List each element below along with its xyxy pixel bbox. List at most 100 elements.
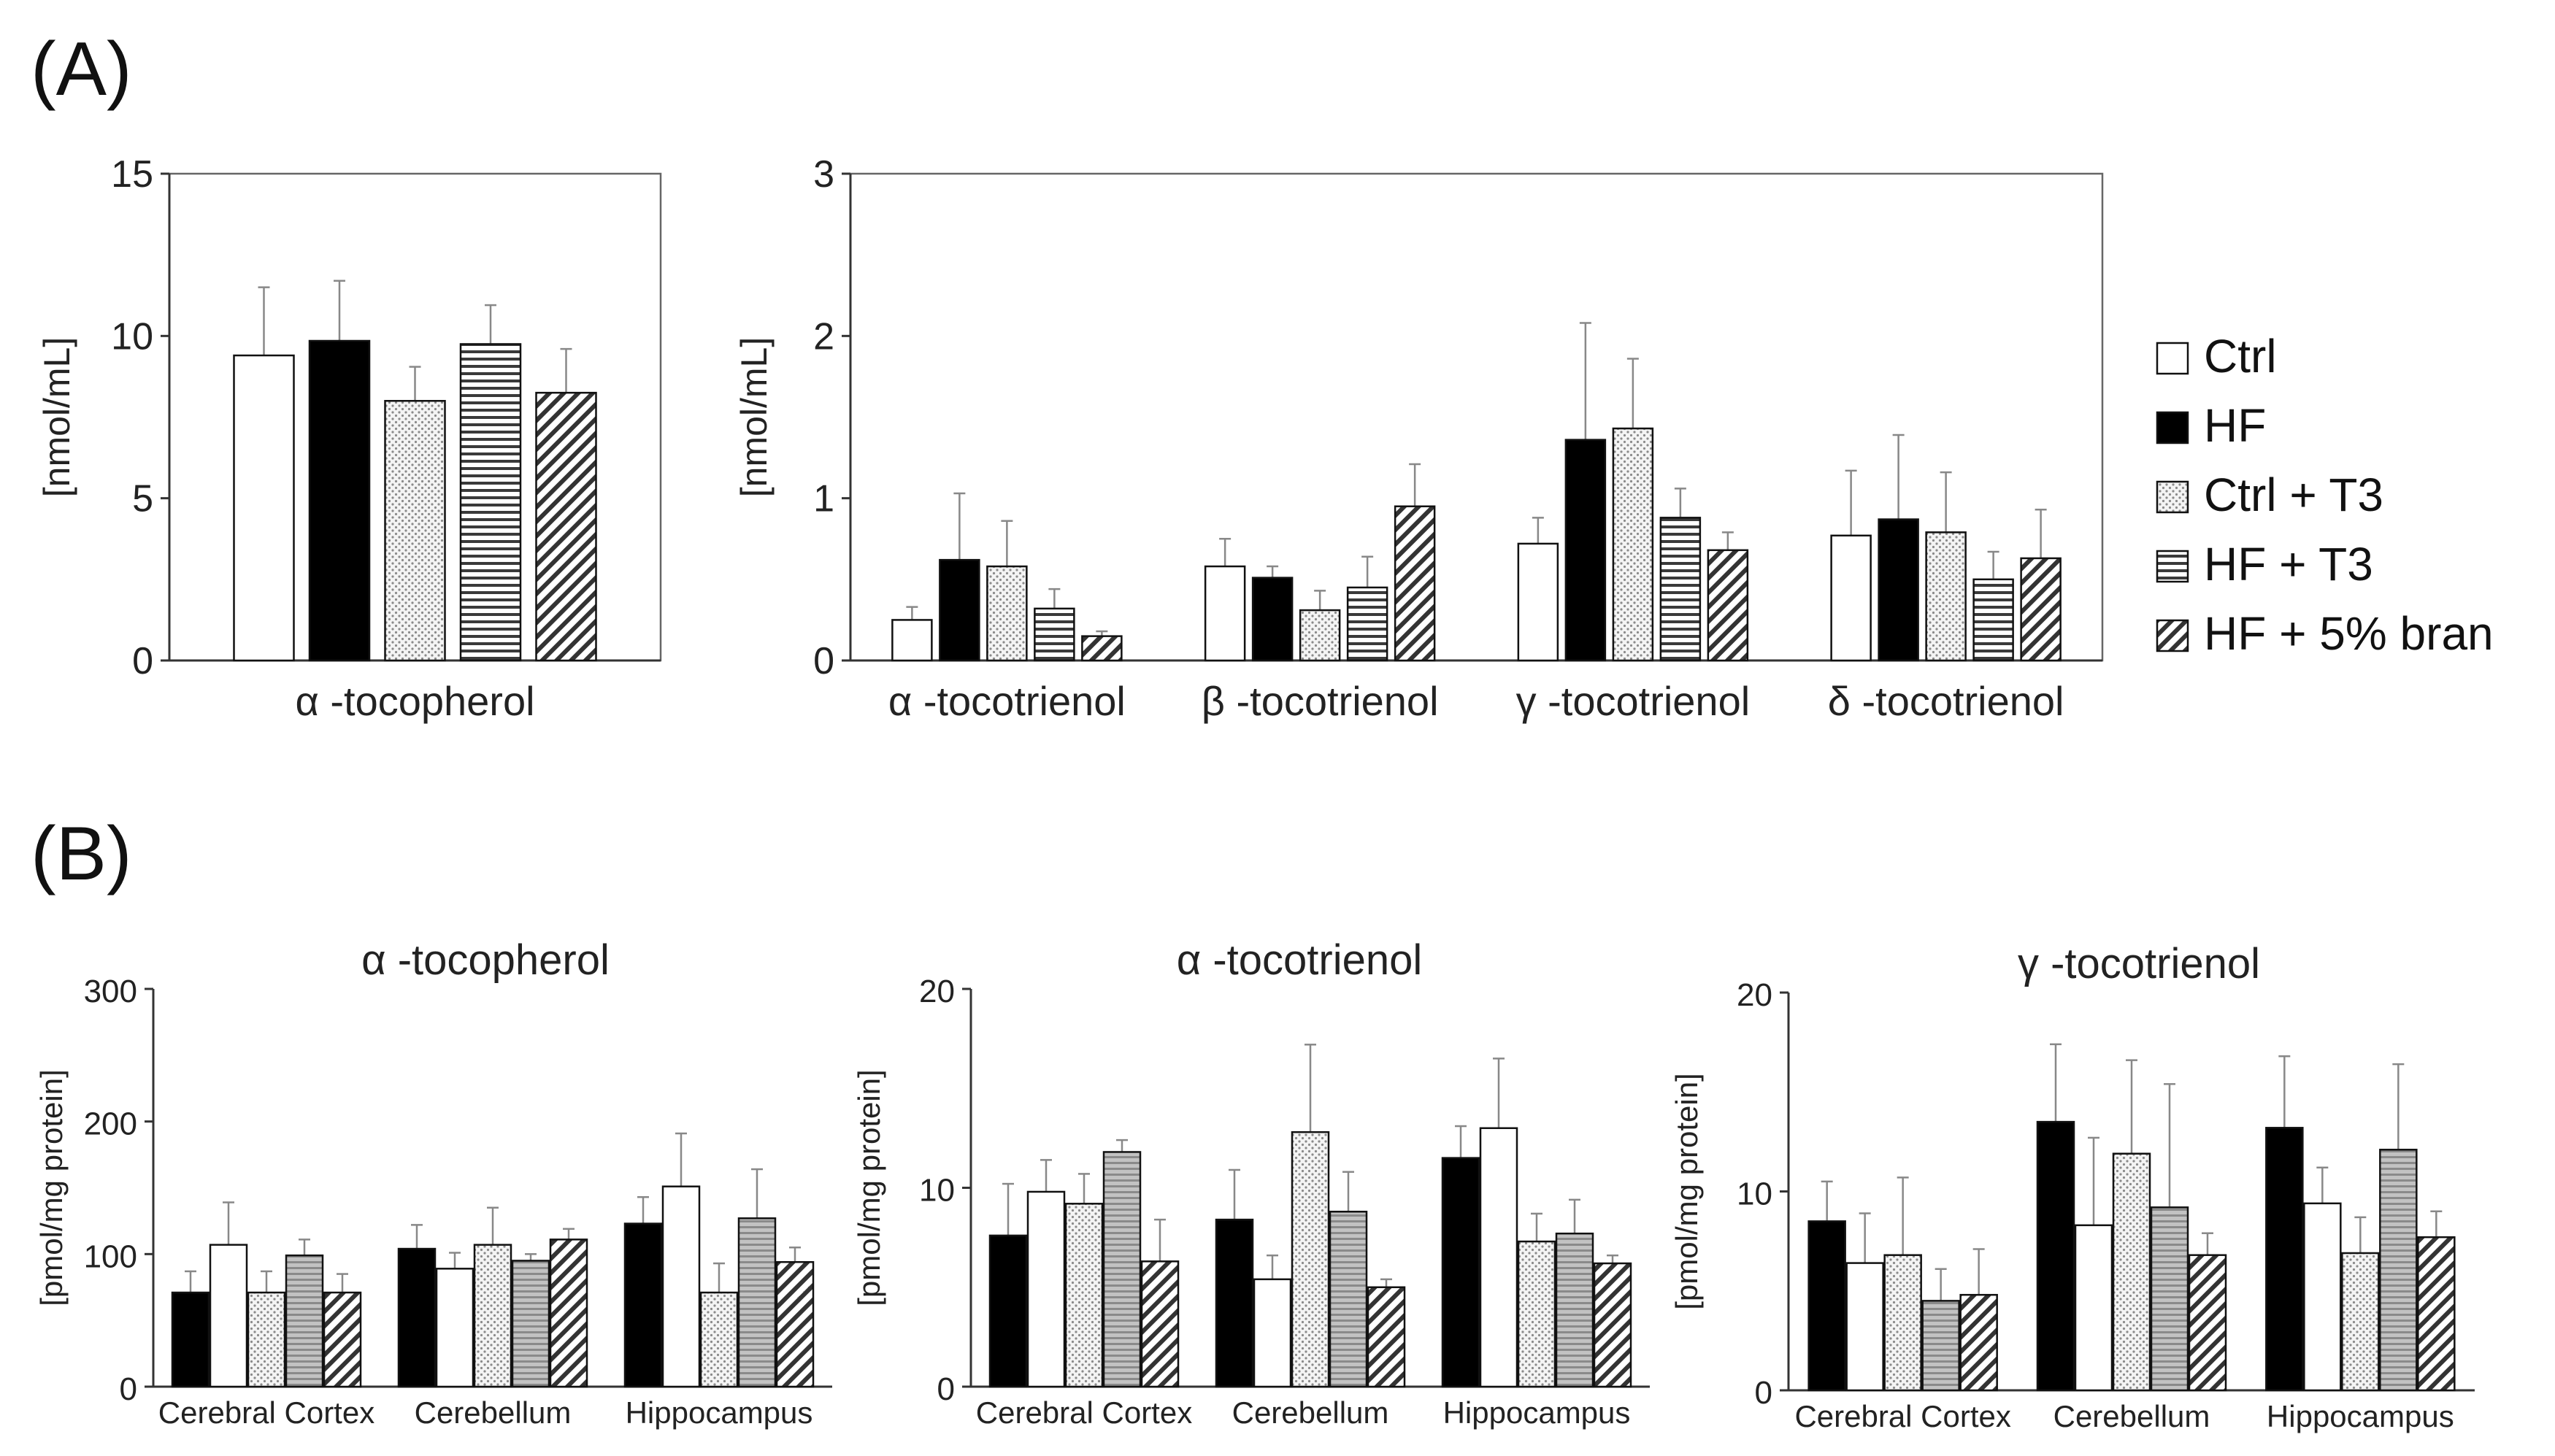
bar-hf-5-bran [535,391,597,662]
x-tick-label: Cerebral Cortex [976,1395,1192,1430]
bar-group-tocopherol [233,280,597,662]
y-axis-label: [pmol/mg protein] [34,1069,69,1306]
bar-group-hippocampus [2265,1055,2456,1392]
bar-hf-t3 [1346,586,1388,662]
legend-label: HF [2204,399,2266,452]
x-tick-label: Cerebellum [2053,1399,2210,1433]
bar-hf [171,1291,210,1388]
panel-label-b: (B) [31,812,132,896]
bar-group-cerebellum [1215,1044,1406,1388]
chart-title: γ -tocotrienol [2018,940,2260,987]
chart-title: α -tocopherol [361,936,610,984]
bar-hf-t3 [1555,1232,1594,1388]
x-tick-label: Cerebellum [1232,1395,1389,1430]
y-axis-label: [nmol/mL] [734,337,775,498]
y-tick-label: 0 [132,640,153,682]
bar-hf [1878,518,1919,662]
legend-item-hf-5-bran: HF + 5% bran [2156,607,2494,660]
y-tick-label: 20 [919,974,955,1009]
bar-hf-5-bran [1707,549,1749,662]
y-tick-label: 0 [813,640,834,682]
y-tick-label: 1 [813,478,834,520]
y-tick-label: 0 [120,1371,137,1407]
bar-ctrl-t3 [384,400,446,662]
bar-group-tocotrienol [1517,322,1749,662]
bar-hf-5-bran [1593,1262,1632,1388]
bar-hf [397,1247,437,1388]
bar-group-cerebral-cortex [1807,1176,1998,1392]
bar-group-hippocampus [1441,1058,1632,1388]
bar-hf-t3 [285,1254,324,1388]
bar-hf [1564,439,1607,662]
bar-hf-5-bran [323,1291,362,1388]
bar-ctrl-t3 [1612,427,1654,662]
charts-layer: 0 5 10 15 [nmol/mL] α -tocopherol 0 1 2 3 [nmol/mL… [34,153,2475,1433]
y-tick-label: 0 [1755,1375,1772,1411]
y-tick-label: 10 [111,315,153,358]
bar-hf-t3 [2379,1149,2418,1392]
y-tick-label: 20 [1737,977,1772,1013]
bar-ctrl [2074,1224,2113,1392]
x-tick-label: α -tocotrienol [888,678,1126,724]
bar-ctrl [1830,534,1872,662]
bar-hf [1441,1157,1480,1388]
bar-ctrl [1026,1190,1066,1388]
y-tick-label: 300 [84,974,137,1009]
chart-b-1: 0 100 200 300 [pmol/mg protein] α -tocopherol… [34,936,832,1430]
bar-group-cerebellum [397,1206,588,1388]
legend-swatch [2156,619,2189,652]
bar-group-cerebral-cortex [988,1139,1180,1388]
legend-item-hf-t3: HF + T3 [2156,538,2373,590]
panel-label-a: (A) [31,27,132,112]
legend-swatch [2156,342,2189,375]
bar-hf-t3 [2150,1206,2189,1392]
legend-swatch [2156,480,2189,514]
bar-hf-t3 [1329,1210,1368,1388]
bar-hf [1807,1220,1846,1392]
bar-ctrl-t3 [1064,1203,1104,1388]
bar-hf-5-bran [1140,1260,1180,1388]
y-tick-label: 3 [813,153,834,196]
legend-item-ctrl-t3: Ctrl + T3 [2156,469,2383,521]
bar-hf-5-bran [1081,635,1123,662]
bar-hf-t3 [1972,578,2014,662]
x-tick-label: Hippocampus [626,1395,813,1430]
legend-label: HF + 5% bran [2204,607,2494,660]
bar-hf [988,1234,1028,1388]
bar-ctrl [233,354,295,662]
bar-hf-5-bran [549,1239,588,1388]
legend-label: Ctrl + T3 [2204,469,2383,521]
x-tick-label: Cerebral Cortex [158,1395,374,1430]
bar-ctrl [435,1268,474,1388]
legend-label: HF + T3 [2204,538,2373,590]
bar-hf-5-bran [2020,557,2062,662]
bar-group-tocotrienol [1830,434,2062,662]
x-tick-label: Cerebral Cortex [1794,1399,2010,1433]
bar-ctrl-t3 [986,565,1028,662]
x-tick-label: Hippocampus [1443,1395,1631,1430]
bar-ctrl-t3 [473,1244,512,1388]
bar-hf-t3 [1034,607,1075,662]
bar-hf [623,1222,663,1388]
bar-hf-5-bran [775,1260,815,1388]
y-tick-label: 15 [111,153,153,196]
y-tick-label: 0 [937,1371,955,1407]
legend-label: Ctrl [2204,330,2277,382]
bar-ctrl-t3 [1517,1240,1556,1388]
x-tick-label: α -tocopherol [295,678,534,724]
bar-ctrl [209,1244,248,1388]
y-tick-label: 200 [84,1106,137,1142]
legend-swatch [2156,411,2189,444]
bar-group-tocotrienol [891,492,1123,662]
bar-hf-t3 [1102,1151,1142,1388]
bar-hf-t3 [511,1260,550,1388]
y-tick-label: 10 [919,1173,955,1209]
bar-hf [2036,1120,2075,1392]
bar-hf [939,558,980,662]
chart-b-3: 0 10 20 [pmol/mg protein] γ -tocotrienol Cere… [1670,940,2475,1433]
bar-hf [1251,577,1294,662]
legend-swatch [2156,550,2189,583]
x-tick-label: β -tocotrienol [1202,678,1439,724]
bar-hf [1215,1218,1254,1388]
bar-hf-5-bran [2188,1254,2227,1392]
